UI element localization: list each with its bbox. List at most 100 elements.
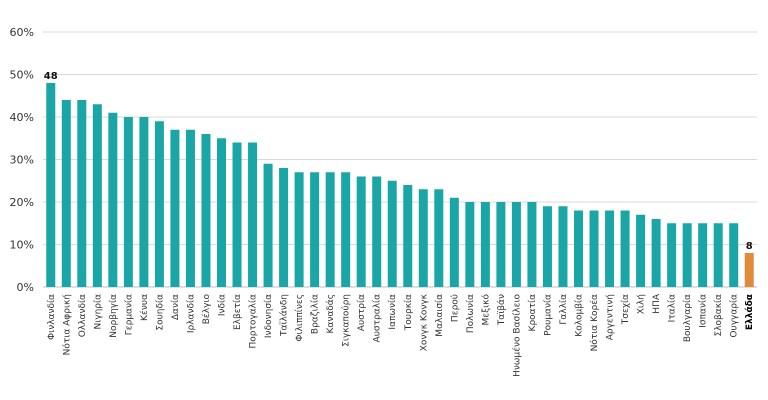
x-tick-label: Αργεντινή [606,294,616,340]
bar [108,112,118,287]
bar [279,168,289,287]
bar [698,223,708,287]
x-tick-label: Μαλαισία [435,294,445,337]
bar [713,223,723,287]
bar [449,197,459,287]
x-tick-label: Βουλγαρία [683,294,693,342]
x-tick-label: Χιλή [637,294,647,314]
x-tick-label: Αυστρία [357,294,367,331]
bar [527,202,537,287]
y-tick-label: 30% [10,154,34,167]
bar [418,189,428,287]
x-tick-label: Καναδάς [326,294,336,334]
bar [434,189,444,287]
x-tick-label: Ουγγαρία [730,294,740,338]
bar [542,206,552,287]
bar [263,163,273,287]
y-tick-label: 20% [10,196,34,209]
gridlines [43,31,757,288]
x-tick-label: Ολλανδία [78,294,88,337]
x-tick-label: Νορβηγία [109,294,119,338]
bar [139,117,149,287]
bar [61,100,71,287]
x-tick-label: Νότια Αφρική [61,294,72,355]
bar [636,214,646,287]
x-tick-label: ΗΠΑ [652,293,662,314]
x-tick-label: Σουηδία [155,294,165,331]
x-tick-label: Βέλγιο [201,294,212,325]
bar [77,100,87,287]
bar [511,202,521,287]
data-labels: 48 8 [44,71,753,252]
bar [496,202,506,287]
data-label: 48 [44,71,58,82]
x-tick-label: Βραζιλία [311,294,321,334]
x-tick-label: Δανία [171,294,181,320]
bar [356,176,366,287]
bar [201,134,211,287]
x-tick-label: Ισπανία [699,294,709,328]
x-tick-label: Ιταλία [668,294,678,322]
data-label: 8 [746,241,753,252]
x-tick-label: Κένυα [139,294,150,321]
x-tick-label: Ελβετία [233,294,243,330]
x-tick-label: Γαλλία [559,294,569,325]
x-tick-label: Νότια Κορέα [589,294,600,351]
bar [154,121,164,287]
x-tick-label: Φιλιππίνες [295,294,305,342]
bar [403,185,413,287]
x-axis-tick-labels: Φινλανδία Νότια Αφρική Ολλανδία Νιγηρία Νορβ… [47,293,755,377]
x-tick-label: Γερμανία [124,294,134,335]
bar [123,117,133,287]
x-tick-label: Ιαπωνία [388,294,398,330]
bar [682,223,692,287]
bar [46,83,56,287]
x-tick-label: Φινλανδία [47,294,57,340]
x-tick-label: Περού [449,294,460,322]
bar [465,202,475,287]
bar [605,210,615,287]
x-tick-label: Αυστραλία [373,294,383,343]
bar [170,129,180,287]
bar [294,172,304,287]
bar [341,172,351,287]
bar [185,129,195,287]
bar [387,180,397,287]
x-tick-label: Κροατία [528,294,538,332]
y-tick-label: 50% [10,69,34,82]
y-tick-label: 40% [10,111,34,124]
bar [248,142,258,287]
x-tick-label: Τσεχία [621,294,631,325]
y-tick-label: 10% [10,239,34,252]
x-tick-label: Ελλάδα [745,294,755,330]
bar [232,142,242,287]
x-tick-label: Μεξικό [480,294,491,326]
y-axis-tick-labels: 0% 10% 20% 30% 40% 50% 60% [10,26,34,294]
y-tick-label: 60% [10,26,34,39]
bar [310,172,320,287]
x-tick-label: Ρουμανία [543,294,553,336]
bars [46,83,754,287]
x-tick-label: Σιγκαπούρη [341,294,352,347]
x-tick-label: Πολωνία [466,294,476,333]
bar [620,210,630,287]
bar [216,138,227,287]
x-tick-label: Ινδονησία [264,294,274,338]
x-tick-label: Νιγηρία [93,294,103,330]
bar [92,104,102,287]
x-tick-label: Χονγκ Κονγκ [419,293,429,351]
bar [325,172,335,287]
y-tick-label: 0% [17,281,34,294]
x-tick-label: Ηνωμένο Βασίλειο [511,294,522,377]
x-tick-label: Πορτογαλία [249,294,259,349]
x-tick-label: Ινδία [218,294,228,316]
bar [480,202,490,287]
bar [558,206,568,287]
x-tick-label: Σλοβακία [714,294,724,337]
bar [729,223,739,287]
bar [573,210,584,287]
bar [651,219,661,287]
bar [744,253,754,287]
x-tick-label: Ιρλανδία [186,294,196,333]
